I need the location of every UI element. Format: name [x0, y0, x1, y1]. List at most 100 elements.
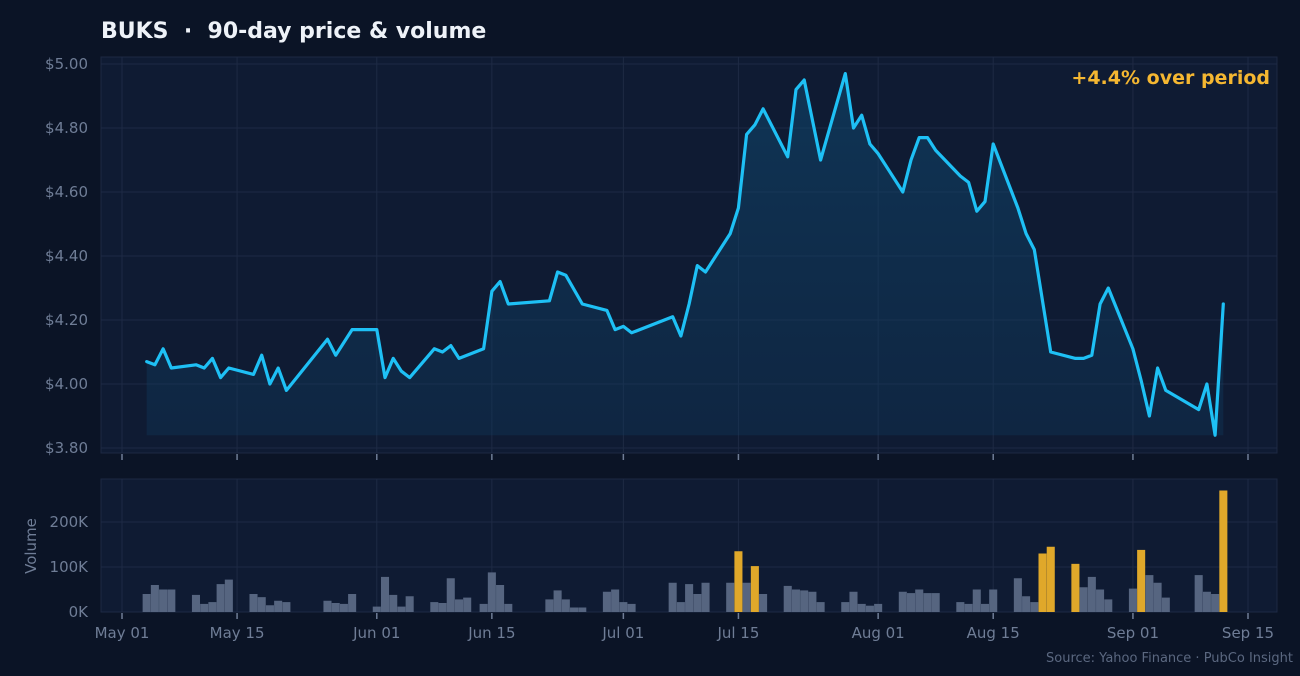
volume-bar — [898, 591, 907, 612]
volume-bar — [857, 603, 866, 612]
volume-bar — [454, 599, 464, 612]
volume-bars — [142, 490, 1228, 612]
volume-bar — [906, 593, 916, 612]
volume-bar — [372, 606, 381, 612]
volume-bar — [463, 597, 472, 612]
volume-bar — [980, 603, 990, 612]
volume-bar-spike — [1071, 563, 1080, 612]
price-point — [1033, 248, 1035, 250]
volume-bar-spike — [1046, 546, 1055, 612]
price-point — [441, 351, 443, 353]
price-y-ticks: $3.80 $4.00 $4.20 $4.40 $4.60 $4.80 $5.00 — [45, 55, 88, 457]
price-point — [219, 376, 221, 378]
price-point — [252, 373, 254, 375]
x-axis-ticks: May 01 May 15 Jun 01 Jun 15 Jul 01 Jul 15 Aug … — [95, 454, 1274, 642]
price-point — [162, 348, 164, 350]
volume-bar — [989, 589, 998, 612]
price-point — [1165, 389, 1167, 391]
volume-bar — [1079, 587, 1088, 612]
volume-bar — [841, 602, 850, 612]
price-point — [507, 303, 509, 305]
volume-bar — [348, 594, 357, 612]
price-y-tick-label: $4.00 — [45, 375, 88, 393]
volume-bar — [808, 591, 817, 612]
volume-bar — [323, 600, 332, 612]
price-point — [261, 354, 263, 356]
volume-bar — [956, 602, 965, 612]
volume-bar — [668, 582, 677, 612]
price-point — [548, 300, 550, 302]
price-y-tick-label: $4.20 — [45, 311, 88, 329]
volume-bar — [142, 594, 151, 612]
price-point — [688, 303, 690, 305]
price-point — [902, 191, 904, 193]
volume-bar — [1202, 591, 1211, 612]
volume-bar — [972, 589, 981, 612]
price-point — [852, 127, 854, 129]
price-point — [1140, 380, 1142, 382]
volume-bar — [1087, 576, 1096, 612]
x-tick-label: May 01 — [95, 624, 150, 642]
volume-bar-spike — [1219, 490, 1228, 612]
volume-y-tick-label: 200K — [50, 513, 90, 531]
price-point — [1025, 232, 1027, 234]
price-point — [737, 207, 739, 209]
volume-y-tick-label: 100K — [50, 558, 90, 576]
price-point — [1132, 348, 1134, 350]
price-point — [967, 181, 969, 183]
price-point — [1074, 357, 1076, 359]
price-point — [869, 143, 871, 145]
price-point — [622, 325, 624, 327]
price-series-line — [145, 72, 1225, 437]
price-point — [984, 200, 986, 202]
volume-bar — [224, 579, 233, 612]
volume-bar — [726, 582, 735, 612]
volume-bar — [849, 591, 858, 612]
volume-bar-spike — [734, 551, 743, 612]
price-point — [458, 357, 460, 359]
price-y-tick-label: $3.80 — [45, 439, 88, 457]
price-point — [482, 348, 484, 350]
volume-bar — [1153, 582, 1162, 612]
volume-axis-label: Volume — [22, 518, 40, 574]
price-area-fill — [146, 73, 1224, 436]
volume-bar — [602, 591, 611, 612]
price-point — [976, 210, 978, 212]
x-tick-label: Aug 01 — [852, 624, 905, 642]
volume-bar — [446, 578, 455, 612]
price-point — [630, 332, 632, 334]
price-point — [491, 290, 493, 292]
volume-bar — [487, 572, 496, 612]
price-point — [145, 360, 147, 362]
price-y-tick-label: $5.00 — [45, 55, 88, 73]
price-point — [754, 124, 756, 126]
price-point — [745, 133, 747, 135]
price-point — [334, 354, 336, 356]
price-point — [787, 156, 789, 158]
volume-bar — [865, 605, 874, 612]
price-point — [351, 328, 353, 330]
volume-bar — [783, 585, 792, 612]
price-point — [376, 328, 378, 330]
volume-bar — [380, 576, 390, 612]
price-point — [277, 367, 279, 369]
volume-bar — [1194, 575, 1203, 612]
volume-bar — [685, 584, 694, 612]
price-point — [819, 159, 821, 161]
price-point — [203, 367, 205, 369]
price-point — [384, 376, 386, 378]
price-point — [696, 264, 698, 266]
volume-bar — [191, 594, 200, 612]
price-point — [408, 376, 410, 378]
price-point — [844, 72, 846, 74]
volume-bar — [742, 582, 751, 612]
price-point — [211, 357, 213, 359]
volume-bar — [1030, 602, 1039, 612]
price-point — [228, 367, 230, 369]
volume-y-tick-label: 0K — [69, 603, 90, 621]
price-point — [1099, 303, 1101, 305]
price-point — [704, 271, 706, 273]
price-point — [1206, 383, 1208, 385]
volume-bar — [1145, 575, 1154, 612]
